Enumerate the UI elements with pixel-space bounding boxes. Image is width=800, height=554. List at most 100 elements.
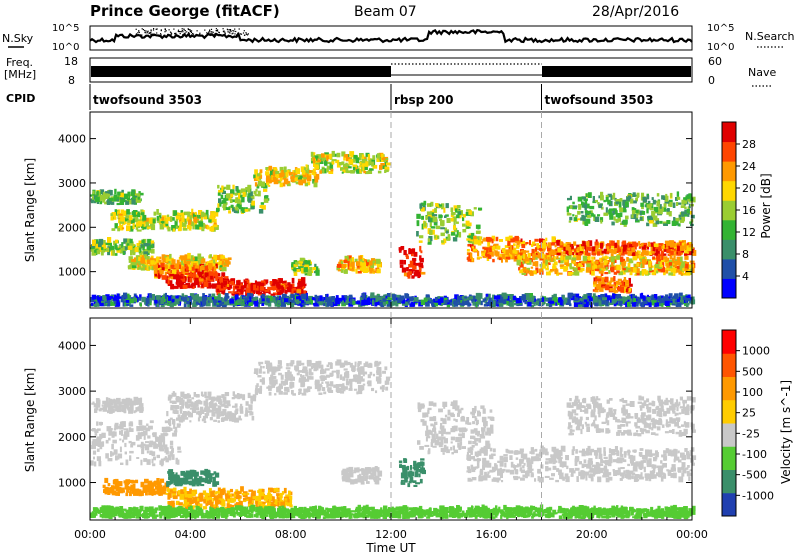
power-cell — [200, 215, 203, 222]
power-cell — [675, 197, 678, 201]
power-cell — [399, 295, 405, 300]
velocity-cell — [166, 411, 169, 417]
power-cell — [276, 284, 281, 288]
power-cell — [341, 263, 346, 269]
power-cell — [365, 267, 369, 273]
power-cell — [435, 203, 439, 207]
power-cell — [588, 297, 593, 302]
power-cell — [215, 225, 219, 230]
power-cell — [446, 304, 450, 308]
power-cell — [688, 203, 691, 209]
power-cell — [296, 269, 301, 273]
velocity-cell — [163, 432, 168, 436]
power-cell — [534, 247, 537, 252]
power-cell — [220, 194, 224, 200]
velocity-cell — [234, 403, 238, 408]
power-cell — [533, 302, 536, 307]
power-cell — [663, 253, 667, 256]
power-cell — [163, 301, 168, 306]
power-cell — [209, 254, 212, 259]
power-cell — [656, 193, 660, 197]
power-cell — [215, 276, 218, 281]
power-cell — [367, 154, 370, 160]
power-cell — [295, 286, 301, 290]
power-cell — [689, 221, 693, 224]
power-cell — [560, 266, 565, 269]
power-cell — [326, 165, 329, 172]
velocity-cell — [203, 420, 207, 423]
power-cell — [130, 261, 134, 268]
power-cell — [385, 158, 389, 161]
power-cell — [566, 206, 569, 213]
power-cell — [253, 174, 258, 179]
power-cell — [298, 281, 303, 287]
power-cell — [685, 263, 689, 270]
velocity-cell — [99, 444, 104, 447]
power-cell — [319, 170, 322, 174]
power-cell — [547, 301, 550, 305]
power-cell — [623, 224, 627, 227]
power-cell — [573, 267, 578, 271]
power-cell — [471, 246, 475, 249]
power-cell — [672, 298, 675, 304]
velocity-cell — [202, 415, 206, 421]
power-cell — [156, 209, 159, 215]
power-cell — [601, 267, 605, 270]
power-cell — [436, 297, 442, 303]
power-cell — [356, 169, 360, 174]
power-cell — [678, 241, 684, 247]
power-cell — [247, 184, 252, 190]
power-cell — [234, 286, 240, 289]
velocity-cell — [197, 417, 201, 422]
power-cell — [446, 217, 451, 223]
power-cell — [611, 299, 616, 304]
power-cell — [206, 282, 212, 286]
power-cell — [310, 300, 314, 305]
power-cell — [434, 296, 438, 302]
power-cell — [607, 193, 612, 198]
power-cell — [618, 300, 623, 306]
power-cell — [186, 301, 192, 305]
power-cell — [592, 246, 596, 252]
velocity-cell — [116, 397, 121, 403]
power-cell — [691, 250, 697, 256]
power-cell — [477, 251, 480, 257]
power-cell — [638, 254, 643, 259]
power-cell — [145, 221, 150, 228]
freq-panel: Freq. [MHz] 18 8 60 0 Nave — [4, 55, 776, 87]
power-cell — [110, 213, 114, 217]
velocity-cell — [145, 427, 149, 431]
power-cell — [523, 260, 527, 264]
power-cell — [663, 223, 668, 226]
nsky-trace — [89, 28, 693, 44]
power-cell — [425, 215, 428, 220]
power-cell — [504, 245, 509, 248]
power-cell — [491, 297, 494, 302]
power-cell — [183, 303, 187, 308]
power-cell — [471, 298, 476, 303]
power-cell — [531, 243, 534, 247]
cpid-segment-label: rbsp 200 — [394, 93, 453, 107]
power-cell — [658, 260, 660, 264]
power-cell — [595, 242, 599, 246]
power-cell — [213, 301, 219, 306]
power-cell — [228, 291, 232, 294]
power-cell — [580, 217, 584, 221]
power-cell — [192, 286, 195, 289]
nsky-tick-top: 10^5 — [52, 23, 79, 34]
power-cell — [343, 268, 348, 274]
power-cell — [632, 250, 636, 256]
power-cell — [344, 295, 348, 300]
power-cell — [668, 293, 673, 299]
power-cell — [632, 241, 637, 247]
power-cell — [383, 302, 386, 306]
power-cell — [123, 238, 128, 244]
power-cell — [229, 299, 234, 304]
velocity-cell — [90, 460, 94, 466]
power-cell — [192, 257, 195, 261]
power-cell — [614, 295, 619, 299]
power-cell — [247, 193, 251, 198]
power-cell — [435, 225, 441, 230]
power-cell — [665, 246, 669, 251]
power-cell — [622, 268, 626, 271]
